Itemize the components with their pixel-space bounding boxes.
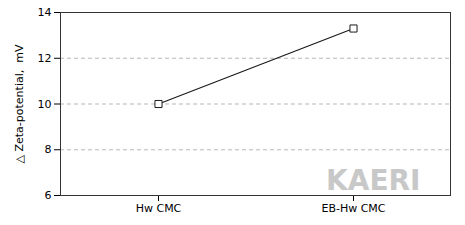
svg-text:EB-Hw CMC: EB-Hw CMC [321,202,385,215]
svg-text:Hw CMC: Hw CMC [136,202,182,215]
svg-text:KAERI: KAERI [326,164,420,197]
svg-text:8: 8 [45,143,52,156]
svg-text:12: 12 [38,52,52,65]
svg-text:6: 6 [45,189,52,202]
svg-text:△ Zeta-potential, mV: △ Zeta-potential, mV [13,44,26,163]
svg-text:14: 14 [38,6,52,19]
svg-text:10: 10 [38,98,52,111]
